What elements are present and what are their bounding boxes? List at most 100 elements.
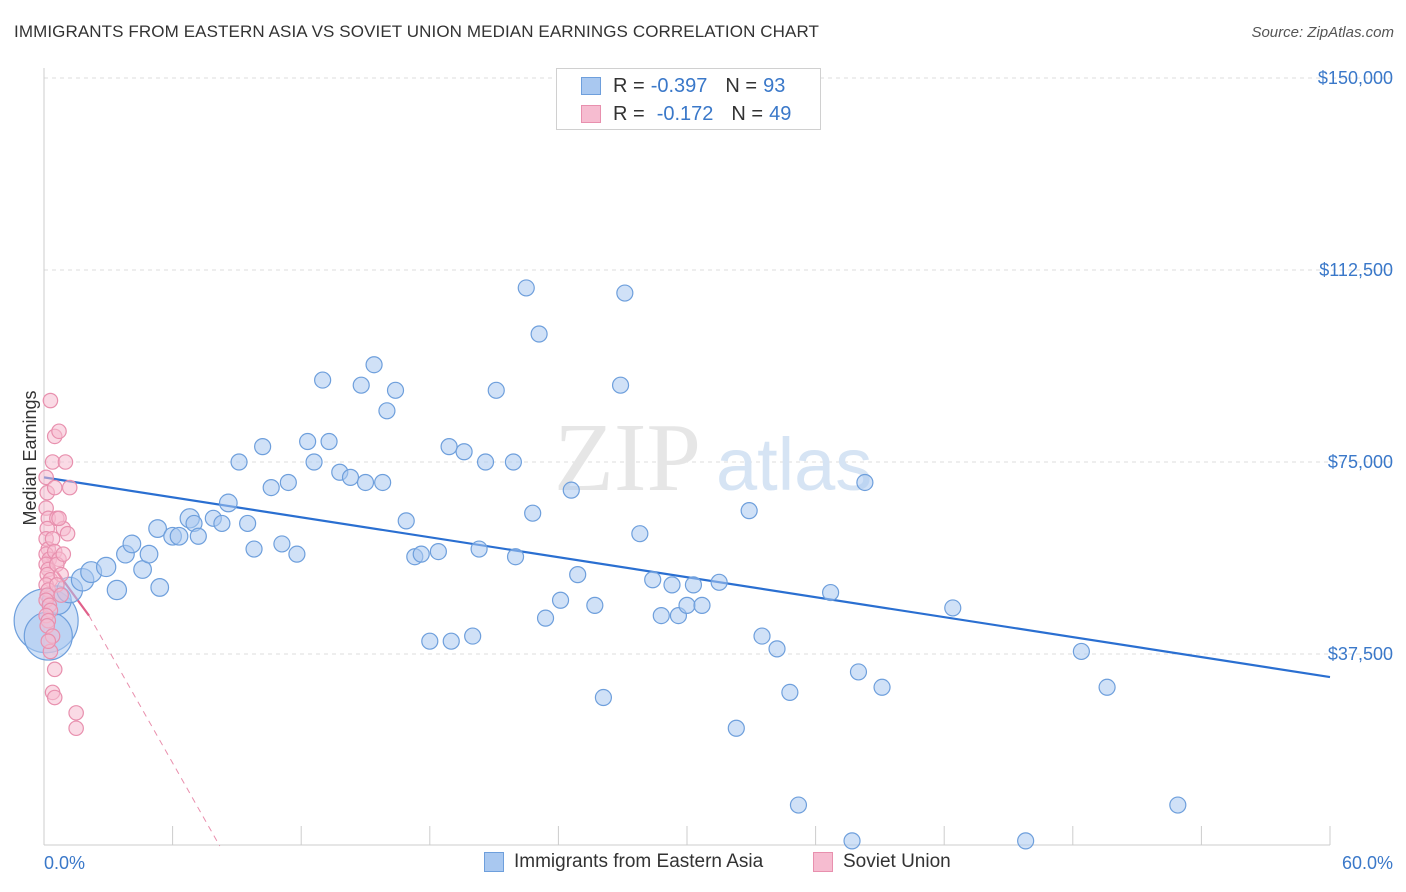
x-tick-label: 60.0% [1342,853,1393,873]
data-point-eastern-asia [397,512,415,530]
series-swatch-blue [484,852,504,872]
data-point-eastern-asia [148,519,167,538]
data-point-eastern-asia [849,663,868,681]
axis-labels: Median Earnings $150,000 $112,500 $75,000 $… [20,68,1393,873]
data-point-eastern-asia [487,381,505,399]
data-point-eastern-asia [273,535,291,553]
data-point-eastern-asia [464,627,482,645]
legend-r-value: -0.397 [650,74,708,97]
data-point-eastern-asia [504,453,522,471]
data-point-eastern-asia [262,479,280,497]
legend-row-eastern-asia: R = -0.397 N = 93 [581,73,785,99]
data-point-eastern-asia [663,576,681,594]
data-point-eastern-asia [239,514,257,533]
data-point-soviet-union [44,454,61,470]
data-point-soviet-union [57,454,74,470]
series-legend-eastern-asia[interactable]: Immigrants from Eastern Asia [484,851,763,873]
data-point-eastern-asia [279,473,297,492]
data-point-eastern-asia [386,381,405,399]
legend-r-label: R = [613,102,645,125]
data-point-eastern-asia [169,526,189,546]
data-point-eastern-asia [356,473,375,492]
legend-swatch-blue [581,77,601,95]
legend-n-label: N = [731,102,764,125]
data-point-eastern-asia [139,544,159,564]
data-point-eastern-asia [429,542,447,561]
data-point-eastern-asia [95,556,117,578]
data-point-eastern-asia [944,599,962,617]
data-point-eastern-asia [616,284,634,302]
data-point-eastern-asia [569,566,587,584]
data-point-eastern-asia [631,525,649,543]
data-point-eastern-asia [611,376,630,394]
data-point-soviet-union [68,705,84,721]
data-point-eastern-asia [551,591,570,609]
data-point-eastern-asia [412,545,430,563]
data-point-eastern-asia [440,438,458,456]
data-point-eastern-asia [536,609,555,627]
data-point-eastern-asia [856,473,874,492]
data-point-eastern-asia [320,432,338,451]
y-axis-label: Median Earnings [20,390,40,525]
data-point-eastern-asia [442,632,460,650]
chart-source: Source: ZipAtlas.com [1251,24,1394,41]
data-point-soviet-union [46,689,63,706]
data-point-eastern-asia [470,540,488,558]
data-point-eastern-asia [218,493,238,513]
trend-lines [43,476,1331,847]
data-point-eastern-asia [524,504,542,522]
y-tick-label: $75,000 [1328,452,1393,472]
trend-extension-soviet-union [88,615,221,847]
data-point-eastern-asia [562,481,580,499]
data-point-eastern-asia [341,468,360,486]
legend-n-label: N = [725,74,758,97]
data-points [13,279,1187,850]
legend-r-label: R = [613,74,645,97]
data-point-eastern-asia [314,371,332,389]
data-point-eastern-asia [789,796,808,814]
data-point-eastern-asia [586,596,604,614]
data-point-soviet-union [42,392,59,409]
watermark: ZIP atlas [554,404,872,512]
series-name-soviet-union: Soviet Union [843,851,951,872]
data-point-eastern-asia [122,534,142,554]
data-point-eastern-asia [517,279,535,297]
data-point-soviet-union [46,479,63,496]
data-point-eastern-asia [873,678,891,696]
data-point-eastern-asia [374,473,392,492]
data-point-eastern-asia [693,596,711,614]
gridlines [44,77,1393,655]
data-point-soviet-union [51,510,67,527]
legend-n-value: 93 [763,74,786,97]
data-point-soviet-union [46,661,63,678]
series-legend-soviet-union[interactable]: Soviet Union [813,851,951,873]
data-point-eastern-asia [530,325,548,343]
data-point-eastern-asia [476,453,495,471]
data-point-soviet-union [55,546,72,562]
data-point-eastern-asia [150,578,170,597]
data-point-eastern-asia [230,453,248,471]
data-point-eastern-asia [843,832,861,850]
legend-row-soviet-union: R = -0.172 N = 49 [581,101,791,127]
data-point-eastern-asia [1072,642,1090,661]
data-point-eastern-asia [378,402,396,420]
data-point-eastern-asia [299,432,317,451]
data-point-eastern-asia [254,438,272,456]
data-point-eastern-asia [421,632,439,650]
trend-line-eastern-asia [43,476,1331,679]
data-point-eastern-asia [768,640,786,658]
series-swatch-pink [813,852,833,872]
legend-n-value: 49 [769,102,792,125]
data-point-eastern-asia [506,548,525,566]
data-point-eastern-asia [753,627,771,645]
data-point-eastern-asia [684,576,703,594]
legend-r-value: -0.172 [656,102,714,125]
y-tick-label: $150,000 [1318,68,1393,88]
data-point-soviet-union [59,525,76,542]
y-tick-label: $112,500 [1319,260,1393,280]
data-point-soviet-union [40,633,57,649]
data-point-eastern-asia [455,443,473,461]
series-name-eastern-asia: Immigrants from Eastern Asia [514,851,764,872]
data-point-eastern-asia [644,571,662,589]
